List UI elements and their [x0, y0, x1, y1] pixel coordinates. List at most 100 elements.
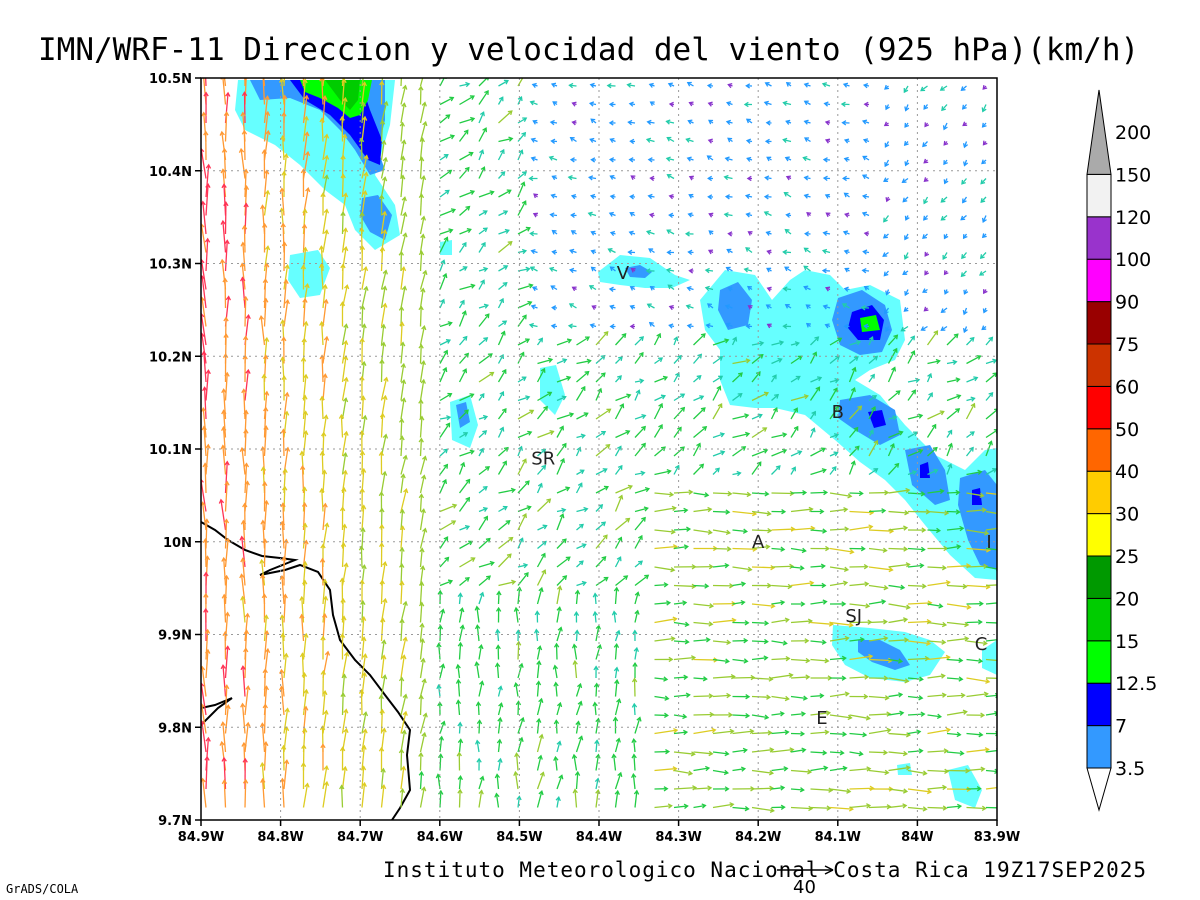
- wind-arrow: [340, 173, 346, 198]
- wind-arrow: [923, 177, 929, 183]
- wind-arrow: [400, 454, 408, 475]
- wind-arrow: [595, 330, 609, 346]
- wind-arrow: [673, 621, 690, 627]
- wind-arrow: [766, 323, 772, 329]
- wind-arrow: [322, 595, 329, 623]
- wind-arrow: [785, 212, 792, 218]
- wind-arrow: [457, 738, 464, 753]
- colorbar-label: 120: [1115, 207, 1151, 229]
- wind-arrow: [244, 480, 250, 512]
- wind-arrow: [529, 231, 538, 237]
- wind-arrow: [823, 101, 831, 107]
- wind-arrow: [341, 430, 349, 457]
- wind-arrow: [732, 431, 751, 439]
- wind-arrow: [708, 230, 714, 236]
- wind-arrow: [946, 525, 965, 532]
- wind-arrow: [280, 632, 286, 660]
- wind-arrow: [614, 494, 624, 512]
- wind-arrow: [961, 178, 967, 185]
- fill-area-darkgreen-north: [325, 80, 360, 110]
- wind-arrow: [840, 101, 850, 107]
- wind-arrow: [459, 189, 476, 198]
- wind-arrow: [821, 268, 831, 274]
- wind-arrow: [693, 693, 714, 699]
- wind-arrow: [322, 373, 328, 401]
- wind-arrow: [732, 413, 750, 420]
- wind-arrow: [751, 527, 773, 534]
- wind-arrow: [848, 460, 856, 475]
- wind-arrow: [966, 601, 984, 607]
- wind-arrow: [966, 658, 984, 664]
- wind-arrow: [888, 430, 904, 439]
- wind-arrow: [843, 192, 850, 198]
- wind-arrow: [400, 378, 407, 401]
- map-title: IMN/WRF-11 Direccion y velocidad del vie…: [38, 32, 1139, 68]
- city-label-v: V: [617, 263, 630, 284]
- wind-arrow: [960, 85, 967, 92]
- wind-arrow: [884, 307, 890, 315]
- wind-arrow: [568, 303, 577, 309]
- wind-arrow: [829, 714, 853, 721]
- wind-arrow: [862, 83, 870, 89]
- wind-arrow: [260, 446, 266, 475]
- wind-arrow: [685, 137, 694, 143]
- wind-arrow: [766, 267, 772, 273]
- wind-arrow: [380, 302, 388, 327]
- wind-arrow: [751, 582, 772, 589]
- fill-area-cyan-small-2: [540, 365, 565, 415]
- wind-arrow: [569, 137, 577, 143]
- wind-arrow: [940, 196, 948, 203]
- wind-arrow: [771, 766, 789, 772]
- wind-arrow: [634, 560, 644, 568]
- wind-arrow: [281, 170, 287, 198]
- wind-arrow: [609, 230, 616, 237]
- wind-arrow: [517, 338, 531, 346]
- wind-arrow: [829, 337, 843, 346]
- wind-arrow: [712, 356, 724, 365]
- wind-arrow: [885, 196, 891, 203]
- wind-arrow: [861, 119, 870, 125]
- wind-arrow: [552, 101, 558, 106]
- wind-arrow: [946, 621, 970, 628]
- wind-arrow: [613, 666, 620, 679]
- wind-arrow: [550, 323, 558, 329]
- wind-arrow: [962, 307, 968, 316]
- wind-arrow: [615, 393, 632, 402]
- wind-arrow: [687, 212, 694, 218]
- wind-arrow: [751, 806, 775, 813]
- wind-arrow: [478, 89, 489, 105]
- colorbar-label: 12.5: [1115, 673, 1157, 695]
- wind-arrow: [459, 576, 470, 587]
- wind-arrow: [771, 599, 786, 606]
- wind-arrow: [556, 395, 567, 402]
- wind-arrow: [458, 607, 465, 623]
- city-label-b: B: [832, 402, 844, 423]
- wind-arrow: [203, 607, 209, 642]
- wind-arrow: [927, 510, 950, 516]
- wind-arrow: [361, 414, 368, 438]
- wind-arrow: [790, 674, 811, 680]
- wind-arrow: [693, 506, 713, 513]
- wind-arrow: [888, 658, 904, 664]
- wind-arrow: [790, 787, 805, 793]
- wind-arrow: [904, 233, 909, 241]
- colorbar-label: 75: [1115, 334, 1139, 356]
- wind-arrow: [732, 446, 747, 457]
- wind-arrow: [732, 581, 747, 587]
- wind-arrow: [341, 323, 349, 346]
- wind-arrow: [946, 442, 953, 457]
- wind-arrow: [966, 731, 984, 738]
- wind-arrow: [497, 426, 505, 438]
- wind-arrow: [744, 193, 753, 199]
- wind-arrow: [649, 285, 655, 291]
- wind-arrow: [439, 536, 449, 549]
- wind-arrow: [926, 372, 933, 383]
- wind-arrow: [647, 193, 655, 200]
- wind-arrow: [849, 356, 859, 365]
- wind-arrow: [963, 159, 969, 167]
- wind-arrow: [517, 266, 531, 272]
- wind-arrow: [863, 231, 870, 237]
- y-tick-label: 10.5N: [149, 72, 192, 87]
- wind-arrow: [595, 354, 606, 364]
- colorbar-label: 20: [1115, 588, 1139, 610]
